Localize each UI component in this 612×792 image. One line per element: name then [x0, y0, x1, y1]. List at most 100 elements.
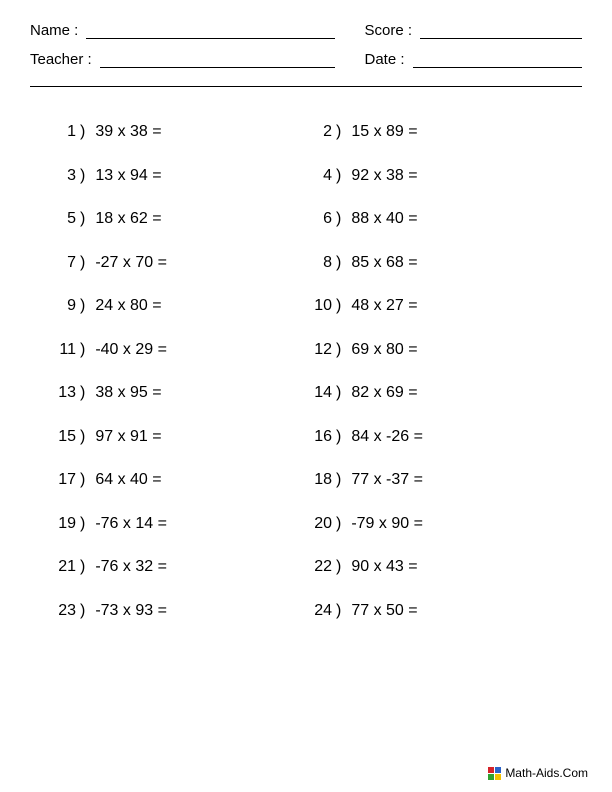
problem-item: 22)90 x 43 = — [302, 558, 558, 576]
footer: Math-Aids.Com — [488, 766, 588, 780]
problem-expression: -73 x 93 = — [95, 602, 167, 620]
problem-expression: 38 x 95 = — [95, 384, 161, 402]
problem-item: 5)18 x 62 = — [46, 210, 302, 228]
problem-number: 2 — [302, 123, 336, 141]
problem-item: 7)-27 x 70 = — [46, 254, 302, 272]
problem-expression: 92 x 38 = — [351, 167, 417, 185]
problem-number: 8 — [302, 254, 336, 272]
problem-expression: 77 x -37 = — [351, 471, 423, 489]
problem-number: 5 — [46, 210, 80, 228]
problem-paren: ) — [80, 384, 95, 402]
problem-number: 17 — [46, 471, 80, 489]
problem-number: 16 — [302, 428, 336, 446]
problem-item: 13)38 x 95 = — [46, 384, 302, 402]
problem-paren: ) — [80, 254, 95, 272]
problem-number: 20 — [302, 515, 336, 533]
problem-number: 23 — [46, 602, 80, 620]
problem-item: 21)-76 x 32 = — [46, 558, 302, 576]
date-blank — [413, 52, 582, 68]
problem-number: 9 — [46, 297, 80, 315]
problem-expression: 77 x 50 = — [351, 602, 417, 620]
problem-expression: 13 x 94 = — [95, 167, 161, 185]
problem-paren: ) — [80, 602, 95, 620]
problem-item: 20)-79 x 90 = — [302, 515, 558, 533]
problem-number: 10 — [302, 297, 336, 315]
problem-expression: -79 x 90 = — [351, 515, 423, 533]
problem-paren: ) — [336, 471, 351, 489]
problem-number: 14 — [302, 384, 336, 402]
problem-expression: -40 x 29 = — [95, 341, 167, 359]
problem-paren: ) — [80, 341, 95, 359]
problem-paren: ) — [80, 471, 95, 489]
problem-expression: 85 x 68 = — [351, 254, 417, 272]
problem-paren: ) — [336, 515, 351, 533]
problem-expression: 69 x 80 = — [351, 341, 417, 359]
problem-item: 2)15 x 89 = — [302, 123, 558, 141]
problem-item: 10)48 x 27 = — [302, 297, 558, 315]
problem-number: 15 — [46, 428, 80, 446]
problem-paren: ) — [336, 558, 351, 576]
problem-paren: ) — [80, 167, 95, 185]
problem-number: 22 — [302, 558, 336, 576]
name-label: Name : — [30, 22, 86, 39]
problem-item: 8)85 x 68 = — [302, 254, 558, 272]
date-label: Date : — [365, 51, 413, 68]
header-divider — [30, 86, 582, 87]
problem-number: 21 — [46, 558, 80, 576]
problem-item: 12)69 x 80 = — [302, 341, 558, 359]
problem-number: 3 — [46, 167, 80, 185]
problem-item: 3)13 x 94 = — [46, 167, 302, 185]
problem-paren: ) — [80, 515, 95, 533]
problem-paren: ) — [336, 297, 351, 315]
problem-item: 4)92 x 38 = — [302, 167, 558, 185]
problem-expression: 97 x 91 = — [95, 428, 161, 446]
problem-paren: ) — [336, 167, 351, 185]
problem-expression: 24 x 80 = — [95, 297, 161, 315]
problem-number: 24 — [302, 602, 336, 620]
problem-expression: 64 x 40 = — [95, 471, 161, 489]
problem-item: 19)-76 x 14 = — [46, 515, 302, 533]
problem-paren: ) — [336, 428, 351, 446]
problem-paren: ) — [336, 123, 351, 141]
problem-item: 16)84 x -26 = — [302, 428, 558, 446]
problem-paren: ) — [336, 254, 351, 272]
problem-expression: 84 x -26 = — [351, 428, 423, 446]
name-blank — [86, 23, 334, 39]
problem-expression: 18 x 62 = — [95, 210, 161, 228]
problem-number: 13 — [46, 384, 80, 402]
problem-item: 24)77 x 50 = — [302, 602, 558, 620]
problem-paren: ) — [336, 602, 351, 620]
problem-expression: 15 x 89 = — [351, 123, 417, 141]
problem-item: 11)-40 x 29 = — [46, 341, 302, 359]
problem-paren: ) — [336, 210, 351, 228]
problem-expression: 48 x 27 = — [351, 297, 417, 315]
problem-expression: 39 x 38 = — [95, 123, 161, 141]
problem-number: 18 — [302, 471, 336, 489]
problem-paren: ) — [80, 297, 95, 315]
problem-paren: ) — [80, 210, 95, 228]
problem-number: 4 — [302, 167, 336, 185]
problem-number: 7 — [46, 254, 80, 272]
problem-item: 18)77 x -37 = — [302, 471, 558, 489]
problem-paren: ) — [80, 558, 95, 576]
problem-item: 1)39 x 38 = — [46, 123, 302, 141]
score-label: Score : — [365, 22, 421, 39]
problem-paren: ) — [80, 123, 95, 141]
problem-expression: 88 x 40 = — [351, 210, 417, 228]
problem-item: 6)88 x 40 = — [302, 210, 558, 228]
problem-item: 15)97 x 91 = — [46, 428, 302, 446]
footer-logo-icon — [488, 767, 501, 780]
problem-paren: ) — [336, 384, 351, 402]
problem-paren: ) — [336, 341, 351, 359]
worksheet-header: Name : Teacher : Score : Date : — [30, 22, 582, 80]
footer-text: Math-Aids.Com — [505, 766, 588, 780]
problem-number: 1 — [46, 123, 80, 141]
problem-item: 23)-73 x 93 = — [46, 602, 302, 620]
teacher-label: Teacher : — [30, 51, 100, 68]
problem-number: 12 — [302, 341, 336, 359]
problem-expression: -27 x 70 = — [95, 254, 167, 272]
problems-grid: 1)39 x 38 =2)15 x 89 =3)13 x 94 =4)92 x … — [30, 123, 582, 620]
problem-expression: 82 x 69 = — [351, 384, 417, 402]
problem-item: 17)64 x 40 = — [46, 471, 302, 489]
problem-paren: ) — [80, 428, 95, 446]
